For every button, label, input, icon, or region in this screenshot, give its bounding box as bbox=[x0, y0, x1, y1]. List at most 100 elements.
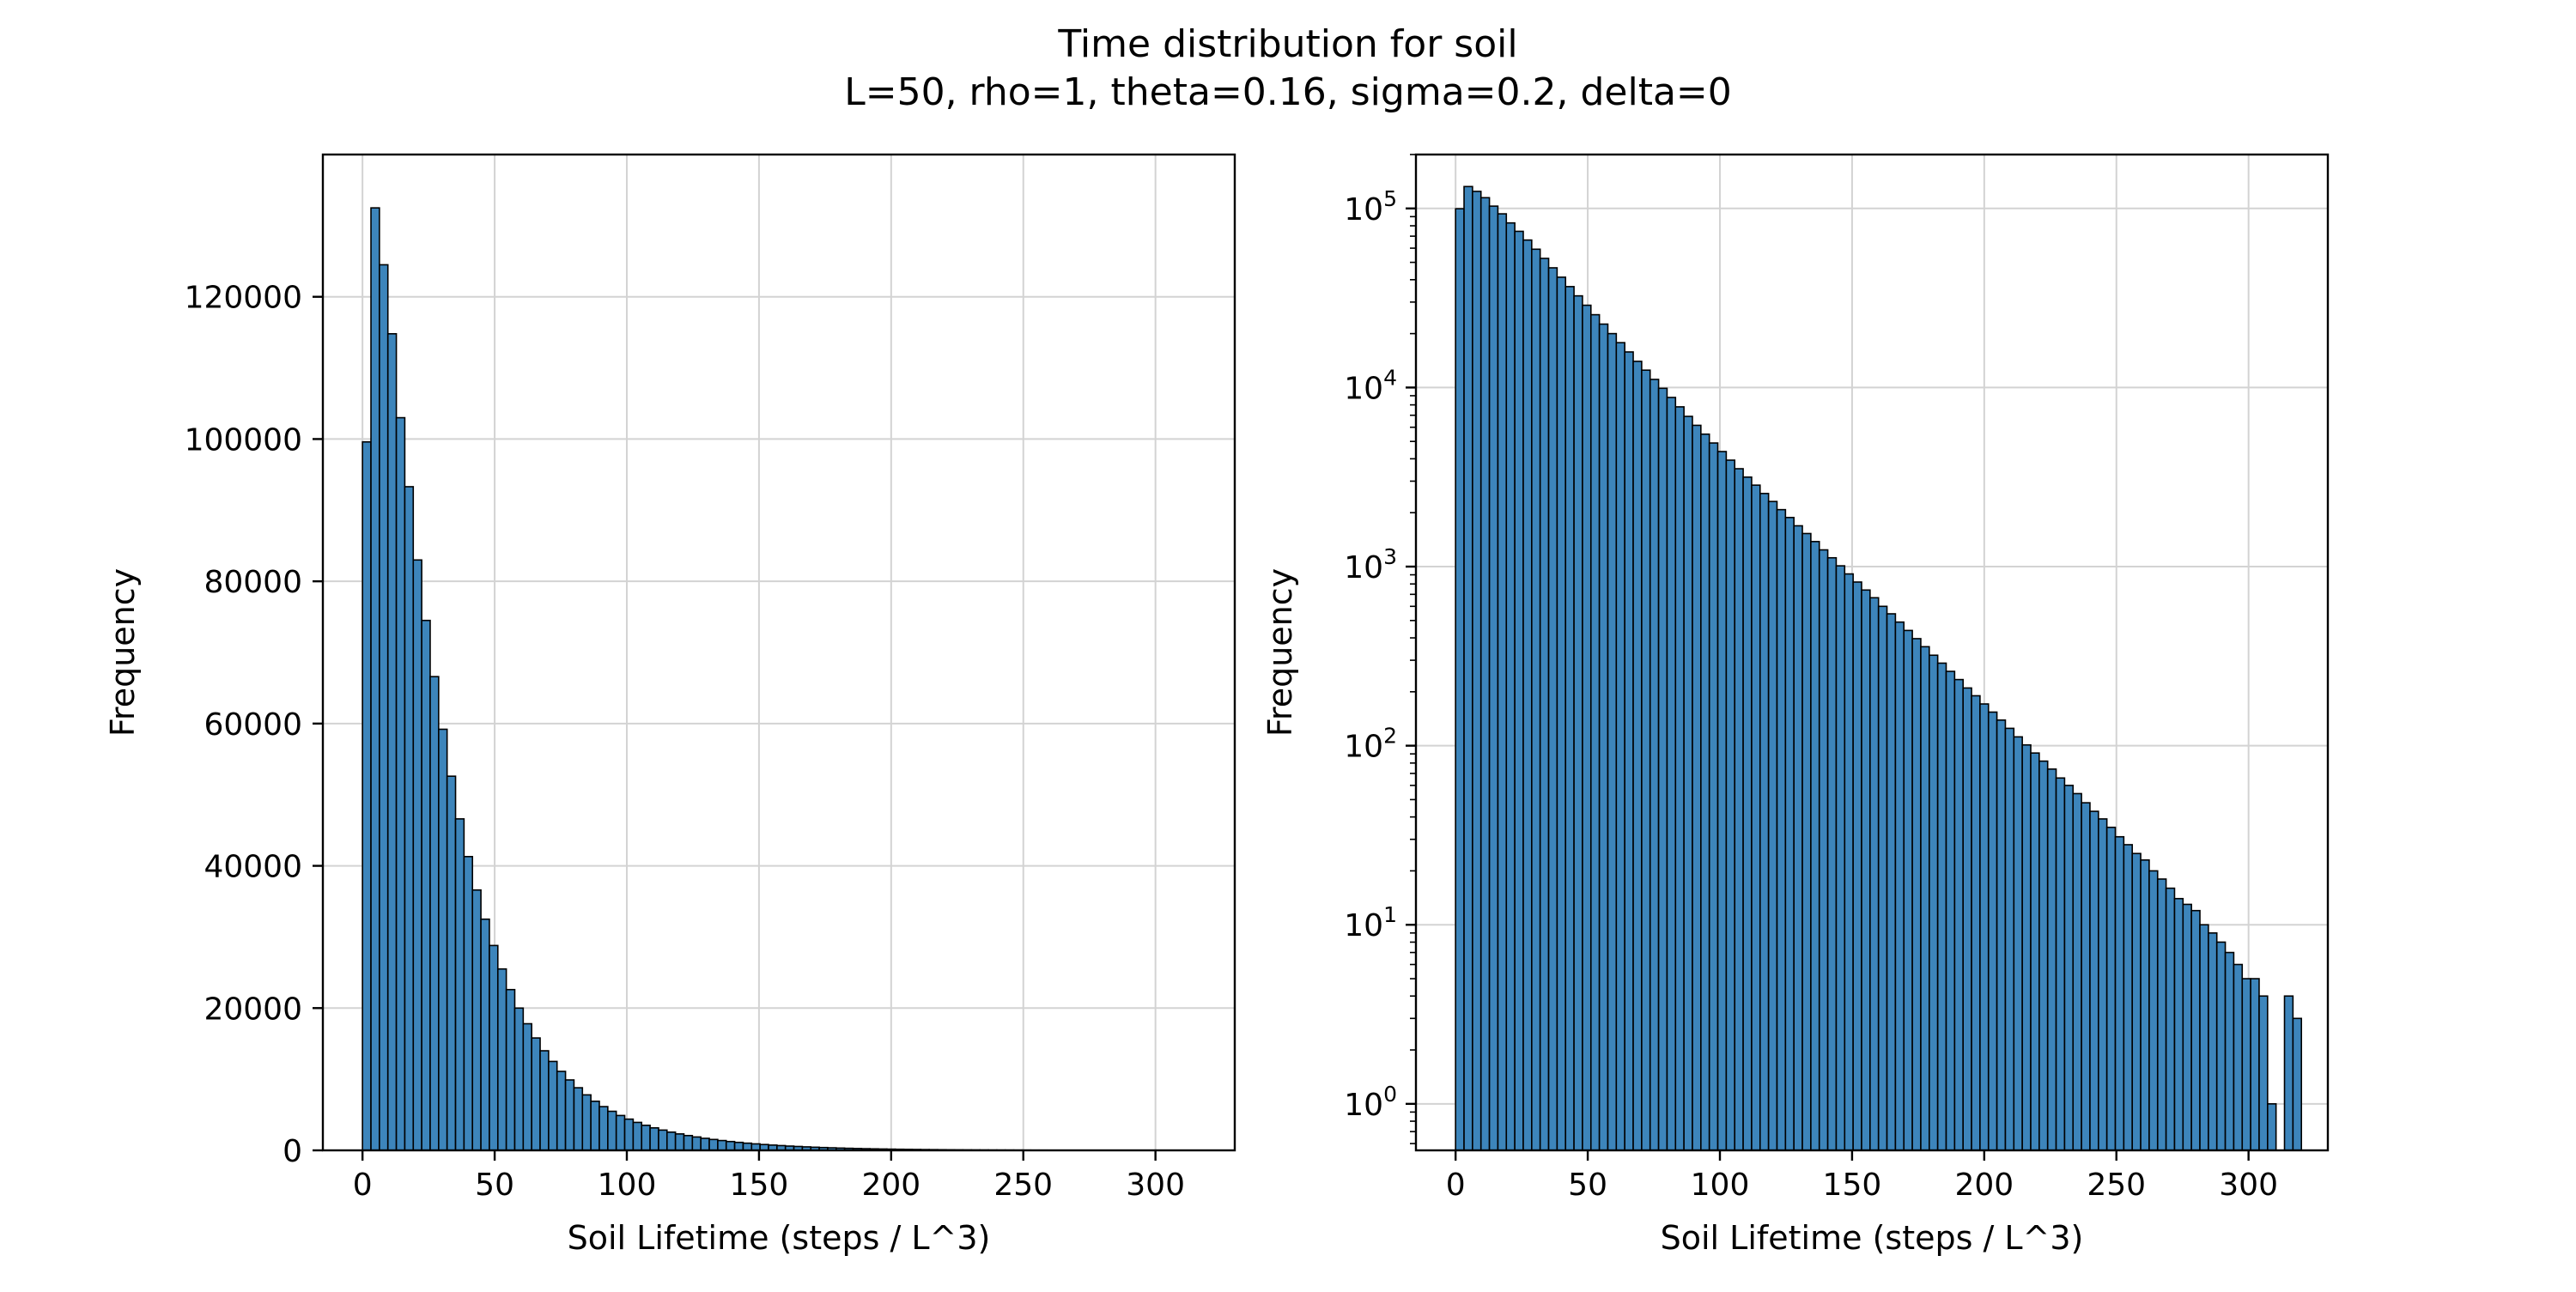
histogram-bar bbox=[2285, 996, 2293, 1150]
histogram-bar bbox=[2073, 793, 2081, 1150]
histogram-bar bbox=[2099, 819, 2107, 1150]
histogram-bar bbox=[1836, 566, 1844, 1150]
histogram-bar bbox=[574, 1088, 582, 1150]
histogram-bar bbox=[1802, 533, 1811, 1150]
histogram-bar bbox=[2057, 778, 2065, 1150]
histogram-bar bbox=[1607, 334, 1616, 1150]
histogram-bar bbox=[1777, 510, 1785, 1150]
histogram-bar bbox=[1692, 425, 1701, 1150]
histogram-bar bbox=[557, 1071, 566, 1150]
x-tick-label: 150 bbox=[730, 1168, 789, 1203]
histogram-bar bbox=[2090, 811, 2099, 1150]
histogram-bar bbox=[2200, 925, 2208, 1150]
histogram-bar bbox=[1625, 352, 1633, 1150]
y-tick-label: 101 bbox=[1344, 902, 1397, 943]
y-tick-label: 0 bbox=[283, 1134, 302, 1169]
histogram-bar bbox=[2022, 745, 2031, 1150]
histogram-bar bbox=[2014, 737, 2022, 1150]
histogram-bar bbox=[430, 676, 439, 1150]
histogram-bar bbox=[1820, 550, 1828, 1150]
histogram-bar bbox=[2132, 853, 2141, 1150]
histogram-bar bbox=[676, 1134, 684, 1150]
histogram-bar bbox=[2226, 953, 2234, 1150]
figure-title: Time distribution for soil bbox=[1057, 22, 1517, 66]
histogram-bar bbox=[1997, 720, 2006, 1150]
histogram-bar bbox=[2233, 965, 2242, 1150]
histogram-bar bbox=[489, 945, 498, 1150]
x-tick-label: 300 bbox=[1126, 1168, 1185, 1203]
histogram-bar bbox=[472, 890, 481, 1150]
histogram-bar bbox=[1650, 379, 1659, 1150]
histogram-bar bbox=[549, 1061, 557, 1150]
histogram-bar bbox=[1701, 434, 1710, 1150]
histogram-bar bbox=[2116, 837, 2124, 1150]
histogram-bar bbox=[1862, 590, 1870, 1150]
histogram-bar bbox=[2174, 899, 2183, 1150]
histogram-bar bbox=[1921, 646, 1929, 1150]
histogram-bar bbox=[1989, 713, 1997, 1150]
y-tick-label: 100000 bbox=[185, 422, 302, 458]
x-tick-label: 100 bbox=[598, 1168, 657, 1203]
histogram-bar bbox=[641, 1125, 650, 1150]
histogram-bar bbox=[1532, 249, 1540, 1150]
histogram-bar bbox=[599, 1107, 608, 1150]
y-tick-label: 120000 bbox=[185, 281, 302, 316]
histogram-bar bbox=[2031, 753, 2039, 1150]
histogram-bar bbox=[1481, 197, 1490, 1150]
histogram-bar bbox=[1710, 443, 1718, 1150]
histogram-bar bbox=[1515, 231, 1523, 1150]
histogram-bar bbox=[1675, 407, 1684, 1150]
histogram-bar bbox=[362, 442, 371, 1150]
histogram-bar bbox=[1557, 277, 1565, 1150]
y-tick-exponent: 5 bbox=[1383, 186, 1397, 211]
histogram-bar bbox=[2039, 761, 2048, 1150]
histogram-bar bbox=[2107, 828, 2116, 1150]
histogram-bar bbox=[1743, 477, 1752, 1150]
x-tick-label: 50 bbox=[475, 1168, 514, 1203]
histogram-bar bbox=[1870, 597, 1879, 1150]
y-tick-exponent: 2 bbox=[1383, 724, 1397, 749]
histogram-bar bbox=[709, 1139, 718, 1150]
x-axis-label: Soil Lifetime (steps / L^3) bbox=[1661, 1219, 2084, 1257]
histogram-bar bbox=[1971, 695, 1980, 1150]
histogram-bar bbox=[683, 1136, 692, 1150]
x-tick-label: 300 bbox=[2219, 1168, 2278, 1203]
y-tick-label: 102 bbox=[1344, 724, 1397, 765]
histogram-bar bbox=[617, 1115, 625, 1150]
histogram-bar bbox=[2251, 979, 2259, 1150]
y-tick-exponent: 0 bbox=[1383, 1082, 1397, 1107]
y-tick-label: 100 bbox=[1344, 1082, 1397, 1123]
y-tick-label: 20000 bbox=[204, 992, 302, 1027]
histogram-bar bbox=[422, 621, 430, 1150]
histogram-bar bbox=[1844, 574, 1853, 1150]
histogram-bar bbox=[1980, 704, 1989, 1150]
histogram-bar bbox=[1879, 606, 1887, 1150]
histogram-bar bbox=[1938, 663, 1947, 1150]
histogram-bar bbox=[1667, 397, 1675, 1150]
histogram-bar bbox=[1769, 501, 1777, 1150]
histogram-bar bbox=[650, 1128, 659, 1150]
histogram-bar bbox=[1565, 287, 1574, 1150]
histogram-bar bbox=[2191, 911, 2200, 1150]
histogram-bar bbox=[692, 1137, 701, 1150]
histogram-bar bbox=[582, 1095, 591, 1150]
histogram-bar bbox=[464, 857, 472, 1150]
histogram-bar bbox=[1853, 582, 1862, 1150]
histogram-bar bbox=[659, 1130, 667, 1150]
histogram-bar bbox=[1490, 206, 1498, 1150]
histogram-bar bbox=[507, 990, 515, 1150]
histogram-bar bbox=[1549, 268, 1558, 1150]
histogram-bar bbox=[1735, 469, 1743, 1150]
histogram-bar bbox=[2217, 942, 2226, 1150]
histogram-bar bbox=[2158, 879, 2166, 1150]
histogram-bar bbox=[735, 1143, 744, 1150]
x-tick-label: 0 bbox=[1446, 1168, 1466, 1203]
histogram-bar bbox=[1895, 622, 1904, 1150]
histogram-bar bbox=[608, 1112, 617, 1150]
histogram-bar bbox=[498, 969, 507, 1150]
histogram-bar bbox=[413, 560, 422, 1150]
y-tick-label: 60000 bbox=[204, 707, 302, 743]
histogram-bar bbox=[540, 1051, 549, 1150]
